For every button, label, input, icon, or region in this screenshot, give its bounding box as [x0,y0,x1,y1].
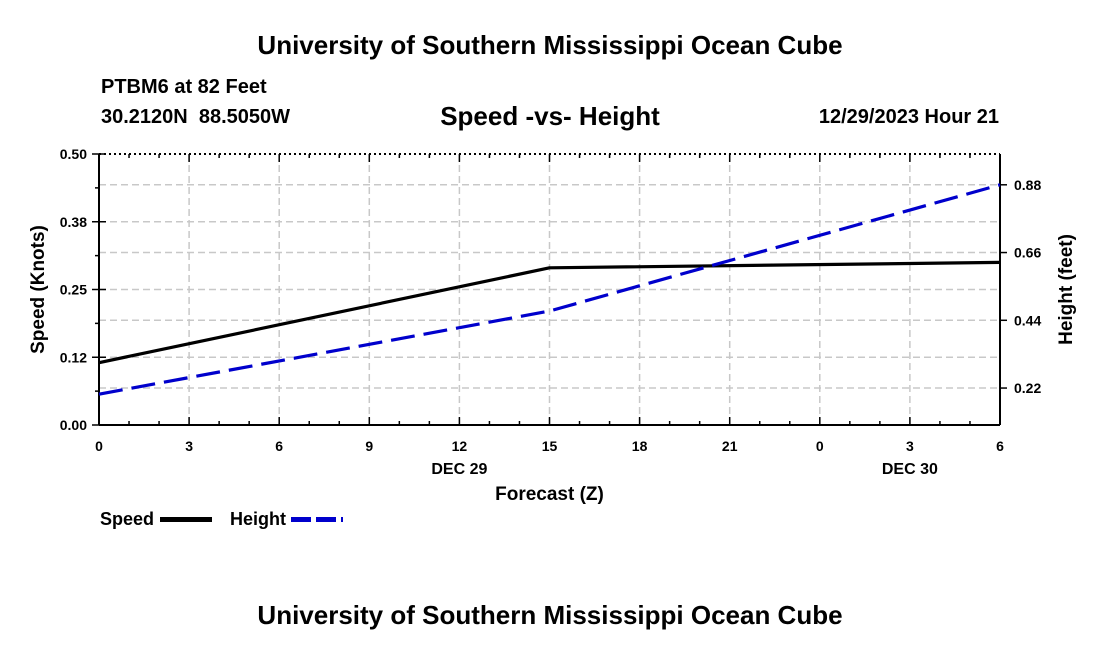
x-tick-label: 18 [632,438,648,454]
x-tick-label: 15 [542,438,558,454]
station-coordinates: 30.2120N 88.5050W [101,106,291,128]
x-tick-label: 0 [816,438,824,454]
y-tick-label: 0.00 [60,417,87,433]
x-tick-label: 21 [722,438,738,454]
y-tick-label: 0.25 [60,282,87,298]
x-tick-label: 0 [95,438,103,454]
x-tick-label: 3 [906,438,914,454]
legend-speed-label: Speed [100,509,155,529]
series-line-height [98,183,1001,396]
legend-height-label: Height [230,509,286,529]
x-date-label: DEC 30 [882,461,938,478]
y2-tick-label: 0.22 [1014,380,1041,396]
footer-title: University of Southern Mississippi Ocean… [257,600,843,630]
y-tick-label: 0.50 [60,146,87,162]
x-tick-label: 9 [365,438,373,454]
tick-layer [92,153,1007,426]
legend-height-swatch [291,517,343,522]
y-tick-label: 0.38 [60,214,87,230]
series-layer [98,183,1001,396]
y2-tick-label: 0.88 [1014,177,1041,193]
y2-axis-label: Height (feet) [1056,234,1077,345]
y2-tick-label: 0.44 [1014,312,1041,328]
x-tick-label: 6 [275,438,283,454]
station-label: PTBM6 at 82 Feet [101,76,267,98]
y2-tick-label: 0.66 [1014,245,1041,261]
grid-layer [99,154,1000,425]
plot-title: Speed -vs- Height [440,101,660,131]
x-tick-label: 12 [452,438,468,454]
y-axis-label: Speed (Knots) [28,225,49,354]
y-tick-label: 0.12 [60,349,87,365]
forecast-datetime: 12/29/2023 Hour 21 [818,106,999,128]
chart-title: University of Southern Mississippi Ocean… [257,30,843,60]
x-axis-label: Forecast (Z) [495,484,604,505]
x-tick-label: 3 [185,438,193,454]
x-tick-label: 6 [996,438,1004,454]
label-layer: 0 3 6 9 12 15 18 21 0 3 6 DEC 29 DEC 30 Forecast (Z) 0… [28,146,1077,505]
x-date-label: DEC 29 [431,461,487,478]
legend-speed-swatch [160,517,212,522]
